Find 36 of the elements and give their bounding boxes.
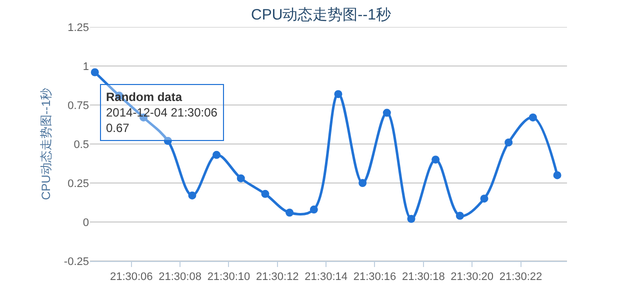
point (310, 206, 318, 214)
y-tick-label: 0 (82, 216, 89, 229)
point (528, 113, 537, 122)
x-tick-label: 21:30:14 (304, 271, 348, 284)
x-tick-label: 21:30:12 (256, 271, 299, 284)
y-tick-label: -0.25 (64, 256, 89, 268)
y-axis-title: CPU动态走势图--1秒 (39, 88, 54, 200)
x-tick-label: 21:30:20 (450, 271, 494, 284)
y-tick-label: 1 (82, 60, 89, 73)
point (407, 214, 416, 223)
point (358, 179, 367, 187)
y-tick-label: 0.5 (74, 138, 89, 151)
point (261, 190, 270, 198)
point (553, 171, 562, 180)
x-tick-label: 21:30:06 (110, 271, 153, 284)
point (188, 191, 196, 200)
point (286, 208, 294, 217)
point (432, 156, 440, 164)
x-tick-label: 21:30:22 (499, 271, 542, 284)
x-tick-label: 21:30:16 (353, 271, 396, 284)
chart-title: CPU动态走势图--1秒 (250, 6, 392, 24)
x-tick-label: 21:30:08 (158, 271, 202, 284)
point (236, 174, 245, 182)
point (504, 138, 513, 146)
point (456, 212, 464, 220)
y-tick-label: 1.25 (68, 22, 89, 34)
point (334, 90, 342, 98)
point (90, 68, 99, 76)
point (212, 150, 221, 159)
x-tick-label: 21:30:18 (402, 271, 445, 284)
x-tick-label: 21:30:10 (207, 271, 250, 284)
y-tick-label: 0.25 (68, 178, 89, 190)
point (382, 108, 391, 117)
y-tick-label: 0.75 (68, 100, 89, 112)
point (164, 136, 172, 145)
point (480, 194, 488, 203)
